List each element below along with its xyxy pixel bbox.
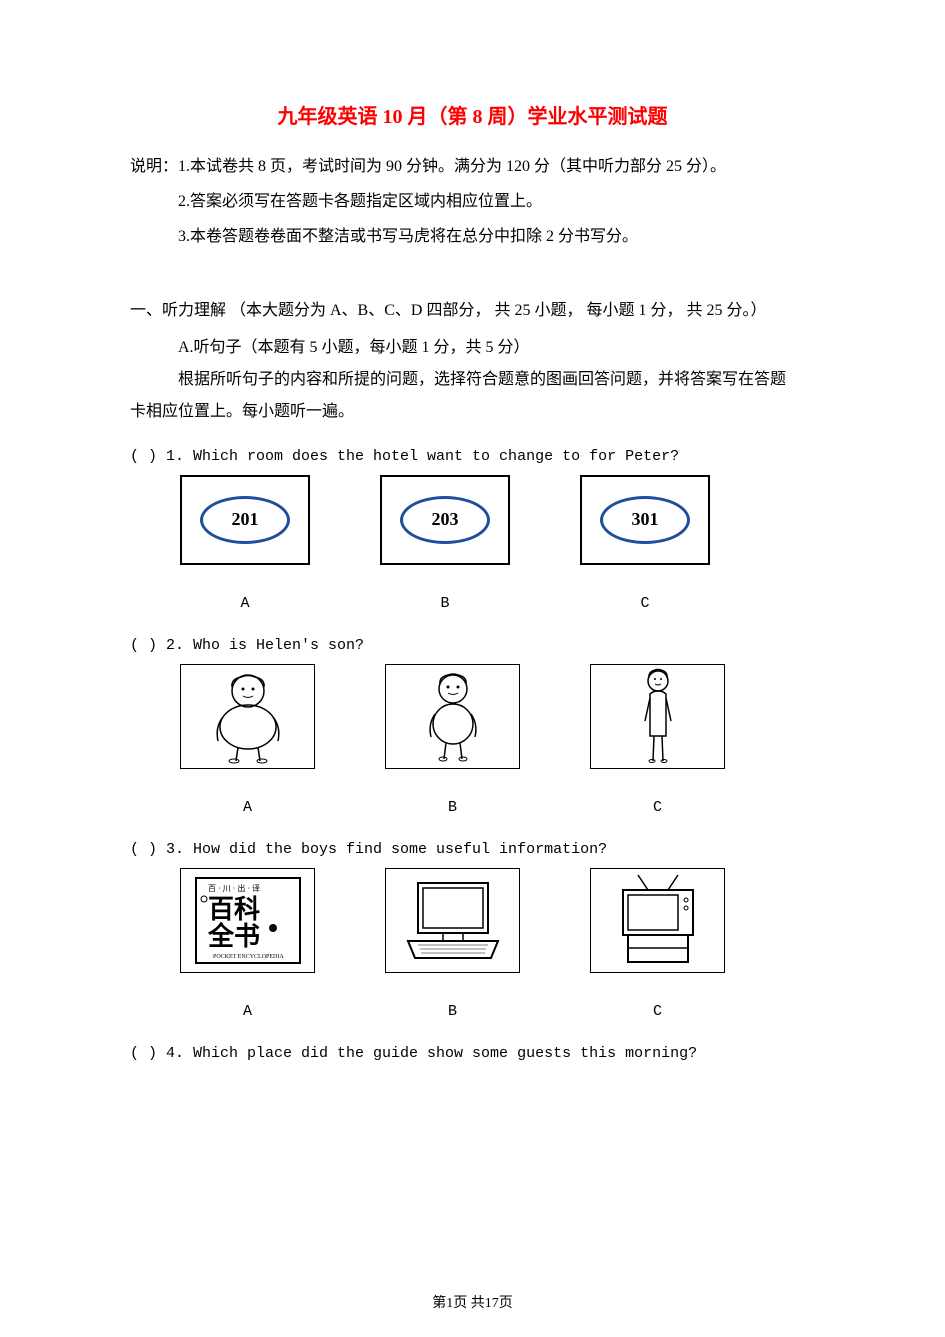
q2-option-c-box <box>590 664 725 769</box>
instruction-1-text: 1.本试卷共 8 页，考试时间为 90 分钟。满分为 120 分（其中听力部分 … <box>178 158 726 175</box>
q2-label-b: B <box>385 799 520 816</box>
q3-labels: A B C <box>130 1003 815 1020</box>
svg-text:POCKET ENCYCLOPEDIA: POCKET ENCYCLOPEDIA <box>213 954 284 960</box>
q3-options: 百 · 川 · 出 · 译 百科 全书 POCKET ENCYCLOPEDIA <box>130 868 815 973</box>
q1-label-c: C <box>580 595 710 612</box>
svg-text:百 · 川 · 出 · 译: 百 · 川 · 出 · 译 <box>208 883 260 893</box>
q1-label-b: B <box>380 595 510 612</box>
section-desc-2: 卡相应位置上。每小题听一遍。 <box>130 403 354 420</box>
q1-option-b-box: 203 <box>380 475 510 565</box>
q1-option-c-box: 301 <box>580 475 710 565</box>
section-sub-header: A.听句子（本题有 5 小题，每小题 1 分，共 5 分） <box>130 332 815 364</box>
q2-label-a: A <box>180 799 315 816</box>
svg-text:百科: 百科 <box>208 895 260 924</box>
q3-option-c-box <box>590 868 725 973</box>
instruction-2-text: 2.答案必须写在答题卡各题指定区域内相应位置上。 <box>178 193 542 210</box>
q1-option-a-box: 201 <box>180 475 310 565</box>
q1-options: 201 203 301 <box>130 475 815 565</box>
instruction-2: 说明：2.答案必须写在答题卡各题指定区域内相应位置上。 <box>130 184 815 219</box>
question-2: ( ) 2. Who is Helen's son? <box>130 637 815 654</box>
q2-option-a-box <box>180 664 315 769</box>
svg-text:全书: 全书 <box>207 921 260 951</box>
instruction-prefix: 说明： <box>130 158 178 175</box>
q1-labels: A B C <box>130 595 815 612</box>
instruction-3: 说明：3.本卷答题卷卷面不整洁或书写马虎将在总分中扣除 2 分书写分。 <box>130 219 815 254</box>
q2-options <box>130 664 815 769</box>
q3-option-b-box <box>385 868 520 973</box>
section-desc-1: 根据所听句子的内容和所提的问题，选择符合题意的图画回答问题，并将答案写在答题 <box>130 371 786 388</box>
exam-title: 九年级英语 10 月（第 8 周）学业水平测试题 <box>130 100 815 129</box>
question-4: ( ) 4. Which place did the guide show so… <box>130 1045 815 1062</box>
computer-icon <box>393 873 513 968</box>
q3-label-b: B <box>385 1003 520 1020</box>
room-oval-301: 301 <box>600 496 690 544</box>
instructions-block: 说明：1.本试卷共 8 页，考试时间为 90 分钟。满分为 120 分（其中听力… <box>130 149 815 255</box>
q2-labels: A B C <box>130 799 815 816</box>
person-fat-icon <box>203 669 293 764</box>
encyclopedia-book-icon: 百 · 川 · 出 · 译 百科 全书 POCKET ENCYCLOPEDIA <box>188 873 308 968</box>
q3-option-a-box: 百 · 川 · 出 · 译 百科 全书 POCKET ENCYCLOPEDIA <box>180 868 315 973</box>
person-thin-icon <box>628 666 688 766</box>
section-header: 一、听力理解 （本大题分为 A、B、C、D 四部分， 共 25 小题， 每小题 … <box>130 295 815 327</box>
q3-label-c: C <box>590 1003 725 1020</box>
section-description: 根据所听句子的内容和所提的问题，选择符合题意的图画回答问题，并将答案写在答题 卡… <box>130 364 815 428</box>
television-icon <box>603 870 713 970</box>
room-oval-201: 201 <box>200 496 290 544</box>
page-footer: 第1页 共17页 <box>0 1292 945 1312</box>
q1-label-a: A <box>180 595 310 612</box>
q2-label-c: C <box>590 799 725 816</box>
person-medium-icon <box>413 669 493 764</box>
instruction-3-text: 3.本卷答题卷卷面不整洁或书写马虎将在总分中扣除 2 分书写分。 <box>178 228 638 245</box>
q3-label-a: A <box>180 1003 315 1020</box>
room-oval-203: 203 <box>400 496 490 544</box>
instruction-1: 说明：1.本试卷共 8 页，考试时间为 90 分钟。满分为 120 分（其中听力… <box>130 149 815 184</box>
q2-option-b-box <box>385 664 520 769</box>
question-1: ( ) 1. Which room does the hotel want to… <box>130 448 815 465</box>
question-3: ( ) 3. How did the boys find some useful… <box>130 841 815 858</box>
